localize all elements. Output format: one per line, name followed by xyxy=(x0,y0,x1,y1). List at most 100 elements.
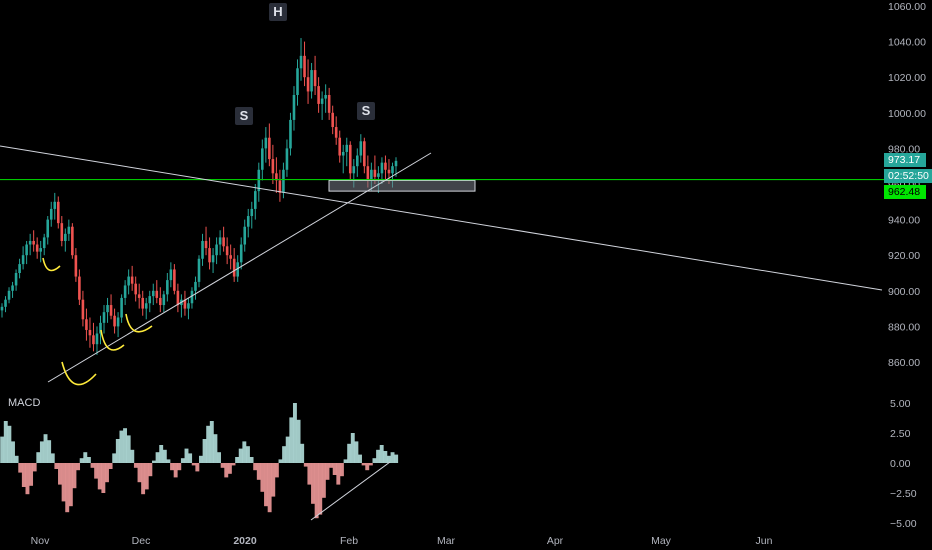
macd-bar xyxy=(25,463,30,495)
candle xyxy=(359,134,363,163)
candle xyxy=(327,87,331,120)
candle xyxy=(253,184,257,220)
candle xyxy=(64,228,67,252)
candle xyxy=(74,248,78,282)
macd-indicator-title[interactable]: MACD xyxy=(8,397,41,409)
candle xyxy=(25,240,28,265)
macd-bar xyxy=(115,439,120,463)
candle xyxy=(180,294,183,318)
candle xyxy=(208,237,211,270)
macd-tick-label: −5.00 xyxy=(890,518,917,530)
candle xyxy=(275,157,278,193)
macd-bar xyxy=(249,457,254,463)
macd-bar xyxy=(329,463,334,468)
candle xyxy=(159,287,162,313)
candle xyxy=(211,248,215,273)
macd-bar xyxy=(289,417,294,463)
macd-bar xyxy=(173,463,178,478)
macd-bar xyxy=(180,458,185,463)
ascending-trendline[interactable] xyxy=(47,152,432,383)
macd-bar xyxy=(390,452,395,463)
candle xyxy=(134,276,137,302)
macd-bar xyxy=(83,452,88,463)
macd-bar xyxy=(379,445,384,463)
price-tick-label: 860.00 xyxy=(888,357,920,369)
candle xyxy=(92,322,95,352)
candle xyxy=(194,276,197,300)
macd-bar xyxy=(29,463,34,486)
macd-bar xyxy=(159,445,164,463)
macd-bar xyxy=(282,446,287,463)
candle xyxy=(127,269,130,295)
descending-trendline[interactable] xyxy=(0,145,883,291)
candle xyxy=(102,305,106,334)
macd-trendline[interactable] xyxy=(310,461,391,521)
support-zone-rectangle[interactable] xyxy=(328,179,476,192)
macd-bar xyxy=(0,436,5,463)
yellow-arc-4[interactable] xyxy=(125,313,153,333)
candle xyxy=(320,91,324,120)
candle xyxy=(11,281,14,298)
macd-bar xyxy=(303,463,308,467)
candle xyxy=(141,290,145,316)
time-tick-label: Jun xyxy=(756,535,773,547)
macd-bar xyxy=(224,463,229,478)
macd-bar xyxy=(296,419,301,463)
macd-bar xyxy=(217,452,221,463)
candle xyxy=(264,127,268,163)
candle xyxy=(292,86,296,131)
macd-bar xyxy=(177,463,182,471)
candle xyxy=(113,308,116,334)
macd-bar xyxy=(11,441,15,463)
candle xyxy=(32,230,35,252)
macd-bar xyxy=(170,463,174,471)
macd-bar xyxy=(7,425,12,463)
candle xyxy=(243,219,247,252)
candle xyxy=(85,308,88,341)
macd-bar xyxy=(14,455,19,463)
macd-tick-label: −2.50 xyxy=(890,488,917,500)
candle xyxy=(49,201,53,227)
macd-bar xyxy=(79,458,84,463)
candle xyxy=(384,155,387,181)
macd-bar xyxy=(184,448,189,463)
yellow-arc-2[interactable] xyxy=(61,361,97,386)
yellow-arc-3[interactable] xyxy=(100,329,125,351)
price-tick-label: 1040.00 xyxy=(888,37,926,49)
candle xyxy=(363,137,366,174)
macd-bar xyxy=(260,463,265,492)
macd-bar xyxy=(339,463,344,477)
candle xyxy=(109,294,113,320)
candle xyxy=(144,297,148,320)
macd-bar xyxy=(307,463,312,485)
yellow-arc-1[interactable] xyxy=(42,257,61,272)
price-tick-label: 1000.00 xyxy=(888,108,926,120)
candle xyxy=(99,315,102,345)
macd-bar xyxy=(86,457,91,463)
head-pattern-label: H xyxy=(269,3,287,21)
candle xyxy=(204,226,208,256)
price-tick-label: 900.00 xyxy=(888,286,920,298)
time-axis[interactable]: Nov Dec 2020 Feb Mar Apr May Jun xyxy=(31,535,773,547)
macd-bar xyxy=(325,463,330,480)
time-tick-label: Mar xyxy=(437,535,456,547)
macd-axis[interactable]: 5.00 2.50 0.00 −2.50 −5.00 xyxy=(890,398,917,530)
candle xyxy=(95,326,99,355)
candle xyxy=(71,223,74,259)
macd-bar xyxy=(358,454,362,463)
candle xyxy=(197,255,201,288)
macd-bar xyxy=(274,463,279,478)
macd-bar xyxy=(267,463,272,513)
macd-bar xyxy=(292,403,297,463)
macd-bar xyxy=(213,434,218,463)
time-tick-label: Feb xyxy=(340,535,358,547)
macd-bar xyxy=(191,463,196,466)
macd-bar xyxy=(238,448,243,463)
macd-bar xyxy=(231,463,236,466)
macd-bar xyxy=(394,454,399,463)
macd-bar xyxy=(314,463,319,519)
macd-bar xyxy=(343,459,348,463)
macd-bar xyxy=(54,463,59,469)
candle xyxy=(317,77,320,113)
